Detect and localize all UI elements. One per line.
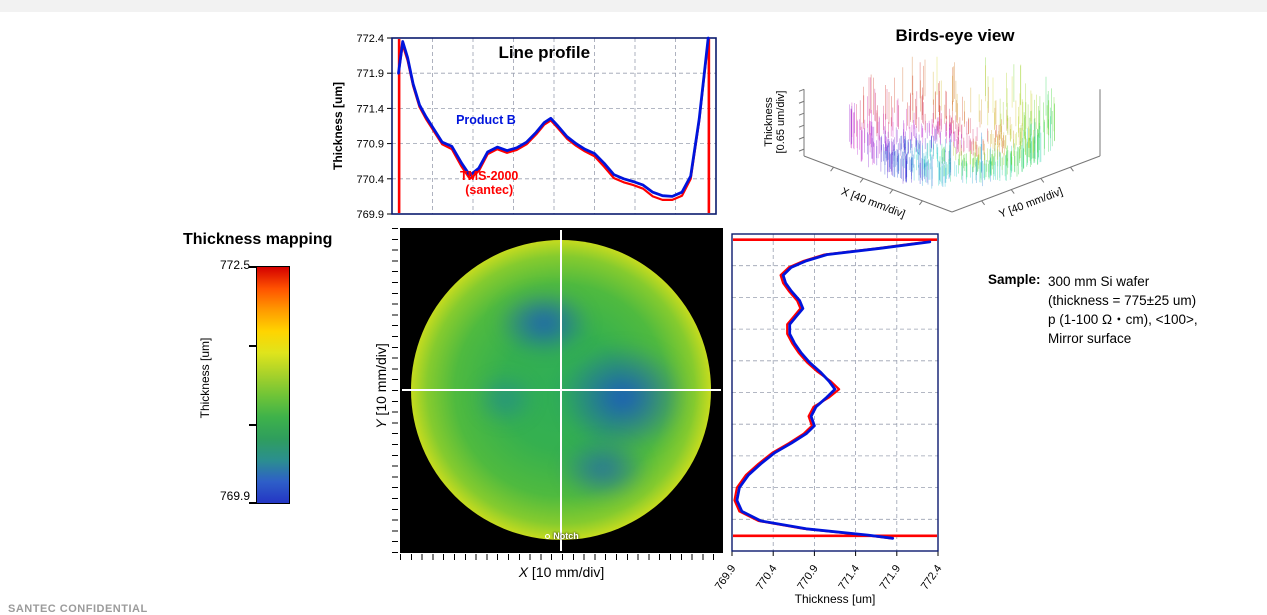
x-axis-variable: X: [518, 564, 529, 580]
sample-line: p (1-100 Ω・cm), <100>,: [1048, 312, 1198, 327]
low-thickness-region: [559, 438, 647, 500]
sample-line: (thickness = 775±25 um): [1048, 293, 1197, 308]
svg-text:Line profile: Line profile: [498, 43, 590, 62]
svg-text:Thickness [um]: Thickness [um]: [795, 592, 876, 606]
wafer-map-panel: Notch: [400, 228, 723, 553]
crosshair-vertical-line: [560, 230, 562, 551]
svg-text:769.9: 769.9: [356, 209, 384, 221]
sample-line: Mirror surface: [1048, 331, 1132, 346]
svg-text:772.4: 772.4: [356, 33, 384, 45]
line-profile-chart: 772.4 771.9 771.4 770.9 770.4 769.9 Line profi…: [328, 26, 728, 224]
wafer-y-axis-ticks: [392, 228, 398, 553]
svg-text:770.9: 770.9: [356, 139, 384, 151]
y-axis-variable: Y: [373, 419, 389, 429]
birdseye-plot: Thickness [0.65 um/div]X [40 mm/div] Y [40…: [763, 56, 1101, 221]
svg-text:Product B: Product B: [456, 113, 516, 127]
vertical-profile-plot: 769.9 770.4 770.9 771.4 771.9 772.4Thickness …: [713, 233, 945, 606]
colorbar-tick: [249, 266, 256, 268]
notch-label: Notch: [520, 531, 604, 541]
colorbar-min-label: 769.9: [219, 489, 250, 503]
x-axis-units: [10 mm/div]: [528, 564, 605, 580]
wafer-y-axis-label: Y [10 mm/div]: [373, 331, 389, 441]
colorbar-axis-label: Thickness [um]: [198, 337, 212, 419]
sample-line: 300 mm Si wafer: [1048, 274, 1150, 289]
y-axis-units: [10 mm/div]: [373, 343, 389, 420]
notch-marker-icon: [545, 534, 551, 540]
low-thickness-region: [496, 290, 591, 355]
colorbar-tick: [249, 424, 256, 426]
svg-text:(santec): (santec): [465, 183, 513, 197]
svg-text:771.4: 771.4: [836, 563, 862, 592]
sample-description: 300 mm Si wafer (thickness = 775±25 um) …: [1048, 272, 1198, 348]
svg-text:771.9: 771.9: [878, 563, 904, 592]
svg-text:771.9: 771.9: [356, 68, 384, 80]
svg-text:[0.65 um/div]: [0.65 um/div]: [775, 91, 787, 154]
colorbar-max-label: 772.5: [219, 258, 250, 272]
svg-text:770.4: 770.4: [754, 563, 780, 592]
birdseye-chart: Thickness [0.65 um/div] X [40 mm/div] Y [40…: [763, 44, 1132, 244]
sample-label: Sample:: [988, 272, 1041, 287]
colorbar-tick: [249, 345, 256, 347]
notch-text: Notch: [553, 531, 579, 541]
svg-text:TMS-2000: TMS-2000: [460, 169, 518, 183]
wafer-x-axis-label: X [10 mm/div]: [400, 564, 723, 580]
top-edge-strip: [0, 0, 1267, 12]
svg-text:Thickness: Thickness: [763, 97, 775, 147]
confidential-footer: SANTEC CONFIDENTIAL: [8, 603, 148, 615]
colorbar: [256, 266, 290, 504]
thickness-mapping-title: Thickness mapping: [183, 231, 333, 248]
svg-text:770.9: 770.9: [795, 563, 821, 592]
line-profile-plot: 772.4 771.9 771.4 770.9 770.4 769.9 Line profi…: [331, 33, 717, 221]
colorbar-tick: [249, 502, 256, 504]
svg-text:770.4: 770.4: [356, 174, 384, 186]
svg-text:772.4: 772.4: [919, 563, 945, 592]
birdseye-title: Birds-eye view: [895, 26, 1015, 45]
svg-text:Thickness [um]: Thickness [um]: [331, 82, 345, 170]
low-thickness-region: [473, 372, 537, 426]
low-thickness-region: [559, 343, 687, 451]
wafer-x-axis-ticks: [400, 554, 723, 560]
vertical-profile-chart: 769.9 770.4 770.9 771.4 771.9 772.4 Thickness …: [713, 229, 945, 609]
svg-text:771.4: 771.4: [356, 103, 384, 115]
